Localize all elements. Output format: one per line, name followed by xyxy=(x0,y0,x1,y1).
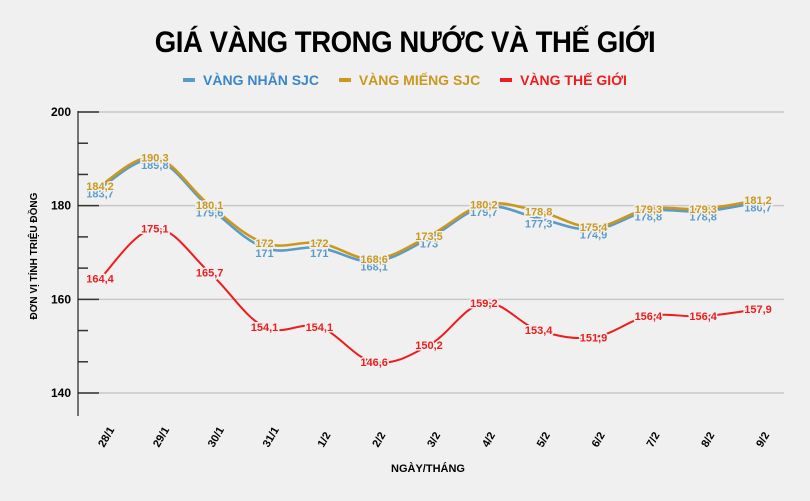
data-label: 173 xyxy=(420,238,438,250)
data-label: 154,1 xyxy=(251,322,279,334)
x-tick-label: 31/1 xyxy=(261,425,282,450)
series-line-mieng-sjc xyxy=(99,156,759,261)
data-label: 168,6 xyxy=(360,254,388,266)
data-label: 179,3 xyxy=(635,204,663,216)
data-label: 181,2 xyxy=(744,195,772,207)
y-tick-label: 160 xyxy=(51,292,71,306)
data-label: 175,1 xyxy=(141,224,169,236)
x-tick-label: 1/2 xyxy=(316,430,334,449)
data-label: 150,2 xyxy=(415,340,443,352)
data-label: 179,3 xyxy=(689,204,717,216)
series-line-nhan-sjc xyxy=(99,158,759,263)
data-label: 151,9 xyxy=(580,332,608,344)
data-label: 177,3 xyxy=(525,218,553,230)
legend-label: VÀNG MIẾNG SJC xyxy=(358,72,481,88)
legend-item-mieng-sjc: VÀNG MIẾNG SJC xyxy=(338,72,481,88)
data-label: 159,2 xyxy=(470,298,498,310)
y-axis-label: ĐƠN VỊ TÍNH TRIỆU ĐỒNG xyxy=(27,192,40,319)
data-label: 156,4 xyxy=(689,311,717,323)
data-label: 171 xyxy=(255,248,273,260)
series-line-the-gioi xyxy=(99,227,759,364)
data-label: 156,4 xyxy=(635,311,663,323)
data-label: 157,9 xyxy=(744,304,772,316)
data-label: 165,7 xyxy=(196,268,224,280)
y-tick-label: 180 xyxy=(51,199,71,213)
data-label: 154,1 xyxy=(306,322,334,334)
y-tick-label: 200 xyxy=(51,105,71,119)
data-label: 172 xyxy=(310,238,328,250)
chart-title: GIÁ VÀNG TRONG NƯỚC VÀ THẾ GIỚI xyxy=(154,26,656,59)
data-label: 164,4 xyxy=(86,274,114,286)
data-label: 183,7 xyxy=(86,188,114,200)
data-label: 178,8 xyxy=(635,211,663,223)
chart-legend: VÀNG NHẪN SJC VÀNG MIẾNG SJC VÀNG THẾ GI… xyxy=(0,69,810,88)
legend-label: VÀNG THẾ GIỚI xyxy=(520,72,627,88)
x-tick-label: 30/1 xyxy=(206,425,227,450)
x-tick-label: 7/2 xyxy=(645,430,663,449)
data-label: 180,7 xyxy=(744,202,772,214)
x-tick-label: 29/1 xyxy=(151,425,172,450)
data-label: 180,1 xyxy=(196,200,224,212)
legend-item-the-gioi: VÀNG THẾ GIỚI xyxy=(500,72,627,88)
x-tick-label: 28/1 xyxy=(96,425,117,450)
x-tick-label: 9/2 xyxy=(754,430,772,449)
legend-swatch-icon xyxy=(500,78,513,82)
data-label: 172 xyxy=(255,238,273,250)
data-label: 173,5 xyxy=(415,231,443,243)
legend-item-nhan-sjc: VÀNG NHẪN SJC xyxy=(183,72,319,88)
x-tick-label: 5/2 xyxy=(535,430,553,449)
y-tick-label: 140 xyxy=(51,386,71,400)
data-label: 180,2 xyxy=(470,200,498,212)
legend-label: VÀNG NHẪN SJC xyxy=(203,72,319,88)
data-label: 168,1 xyxy=(360,261,388,273)
x-tick-label: 8/2 xyxy=(699,430,717,449)
legend-swatch-icon xyxy=(183,78,196,82)
data-label: 178,8 xyxy=(525,206,553,218)
x-tick-label: 4/2 xyxy=(480,430,498,449)
data-label: 146,6 xyxy=(360,357,388,369)
data-label: 184,2 xyxy=(86,181,114,193)
x-tick-label: 3/2 xyxy=(425,430,443,449)
data-label: 153,4 xyxy=(525,325,553,337)
data-label: 171 xyxy=(310,248,328,260)
x-axis-label: NGÀY/THÁNG xyxy=(391,462,465,475)
data-label: 179,6 xyxy=(196,208,224,220)
x-tick-label: 6/2 xyxy=(590,430,608,449)
legend-swatch-icon xyxy=(338,78,351,82)
data-label: 189,8 xyxy=(141,160,169,172)
data-label: 175,4 xyxy=(580,222,608,234)
x-tick-label: 2/2 xyxy=(370,430,388,449)
data-label: 174,9 xyxy=(580,230,608,242)
data-label: 179,7 xyxy=(470,207,498,219)
data-label: 178,8 xyxy=(689,211,717,223)
data-label: 190,3 xyxy=(141,152,169,164)
